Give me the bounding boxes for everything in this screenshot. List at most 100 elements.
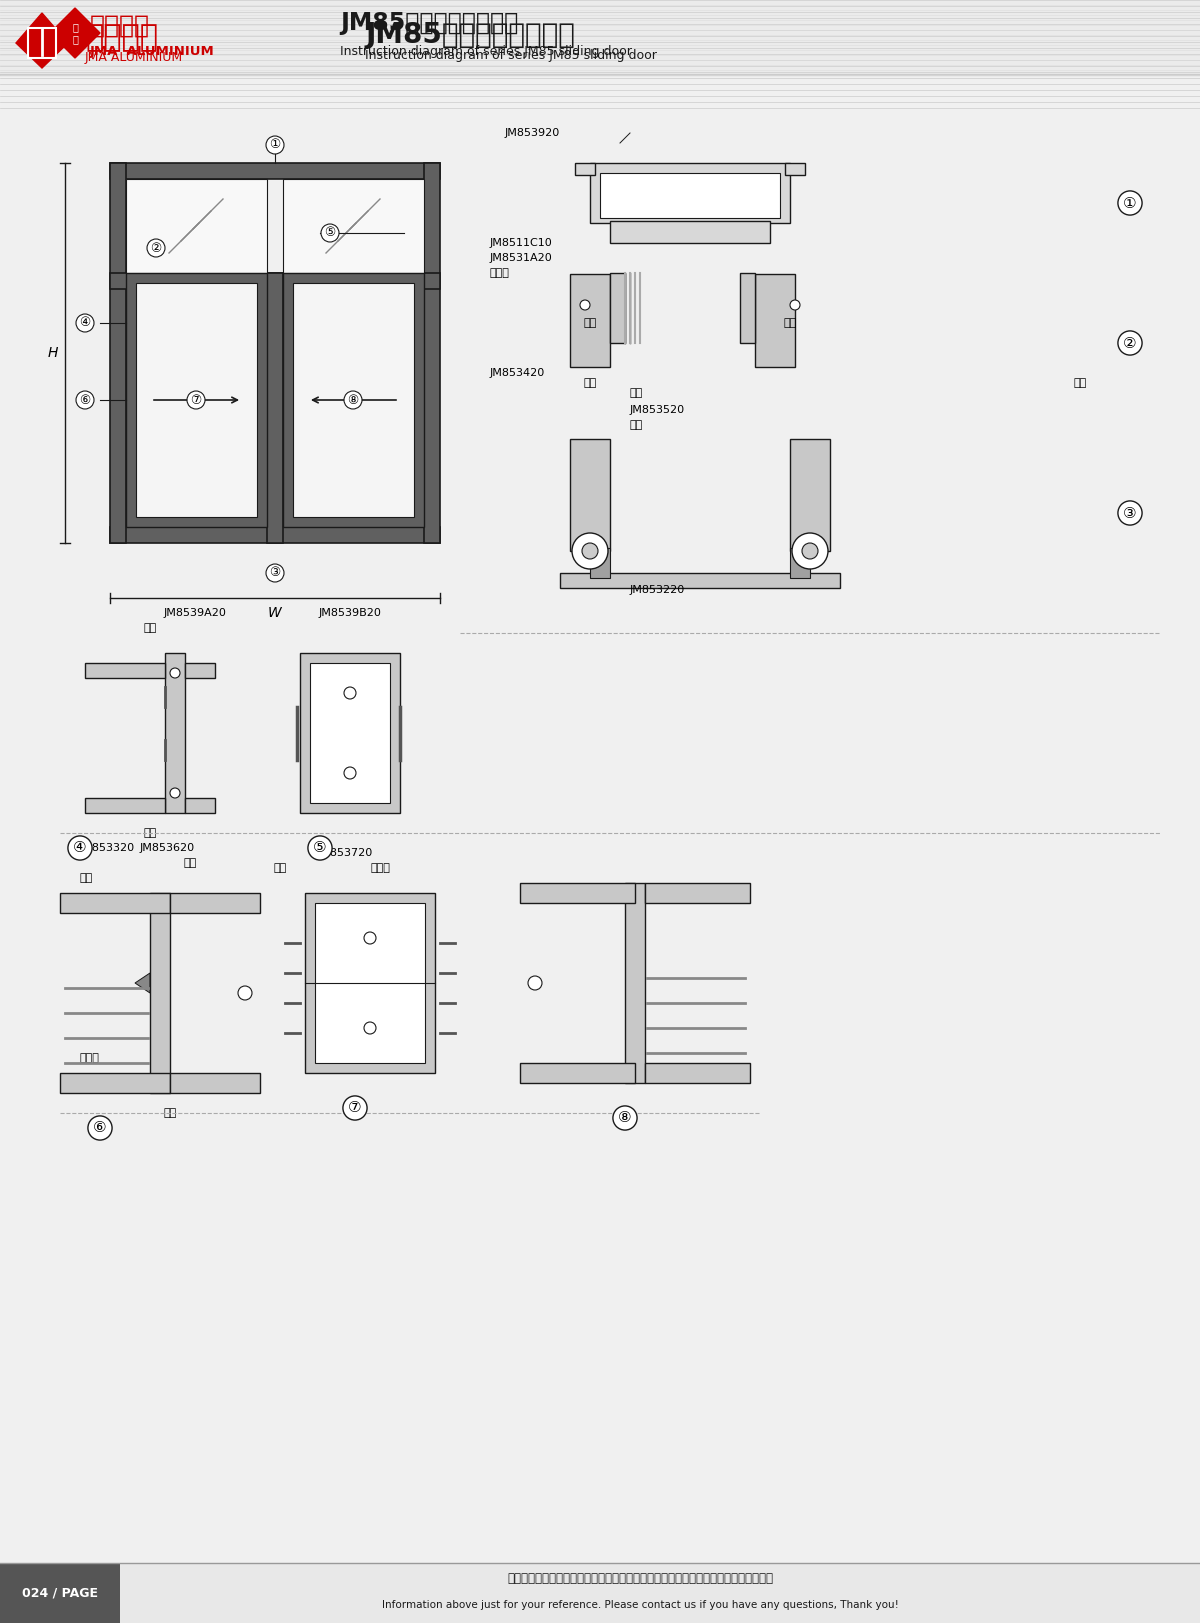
Bar: [150, 893, 170, 1092]
Text: JM85系列推拉门结构图: JM85系列推拉门结构图: [365, 21, 575, 49]
Bar: [185, 664, 215, 678]
Text: 室外: 室外: [163, 1109, 176, 1118]
Text: 坚
美: 坚 美: [72, 23, 78, 44]
Text: ⑤: ⑤: [324, 227, 336, 240]
Text: ⑥: ⑥: [94, 1120, 107, 1136]
Bar: [305, 893, 436, 1073]
Bar: [0, 1563, 120, 1623]
Bar: [560, 573, 840, 588]
Text: 毛条: 毛条: [274, 863, 287, 873]
Bar: [28, 28, 56, 58]
Text: JM853920: JM853920: [505, 128, 560, 138]
Text: JM853520: JM853520: [630, 406, 685, 415]
Bar: [790, 549, 810, 578]
Text: 室外: 室外: [1073, 378, 1087, 388]
Circle shape: [792, 532, 828, 570]
Text: JM853720: JM853720: [317, 847, 373, 859]
Circle shape: [802, 544, 818, 558]
Text: Instruction diagram of series JM85 sliding door: Instruction diagram of series JM85 slidi…: [340, 44, 632, 57]
Text: JM8539B20: JM8539B20: [318, 609, 382, 618]
Bar: [600, 174, 780, 217]
Bar: [110, 273, 440, 289]
Text: JM8531A20: JM8531A20: [490, 253, 553, 263]
Bar: [293, 282, 414, 518]
Text: W: W: [268, 605, 282, 620]
Circle shape: [528, 975, 542, 990]
Text: 室内: 室内: [184, 859, 197, 868]
Bar: [310, 664, 390, 803]
Circle shape: [582, 544, 598, 558]
Bar: [570, 274, 610, 367]
Text: JMA ALUMINIUM: JMA ALUMINIUM: [85, 52, 184, 65]
Bar: [170, 1073, 260, 1092]
Bar: [110, 527, 440, 544]
Bar: [790, 438, 830, 550]
Text: ①: ①: [1123, 195, 1136, 211]
Bar: [10, 10, 295, 65]
Text: ⑤: ⑤: [313, 841, 326, 855]
Polygon shape: [50, 8, 100, 58]
Bar: [570, 438, 610, 550]
Text: JM853320: JM853320: [80, 842, 136, 854]
Circle shape: [344, 687, 356, 700]
Bar: [60, 1073, 170, 1092]
Text: 024 / PAGE: 024 / PAGE: [22, 1587, 98, 1600]
Text: 玻璃: 玻璃: [80, 873, 94, 883]
Bar: [785, 162, 805, 175]
Text: ⑦: ⑦: [348, 1100, 362, 1115]
Text: 室外: 室外: [784, 318, 797, 328]
Circle shape: [170, 669, 180, 678]
Bar: [625, 883, 646, 1083]
Bar: [126, 179, 266, 273]
Text: 室内: 室内: [143, 623, 157, 633]
Bar: [0, 0, 1200, 75]
Text: JMA  ALUMINIUM: JMA ALUMINIUM: [90, 44, 215, 57]
Text: ⑦: ⑦: [191, 393, 202, 406]
Polygon shape: [16, 13, 68, 68]
Bar: [126, 273, 266, 527]
Bar: [520, 1063, 635, 1083]
Text: 防盗器: 防盗器: [490, 268, 510, 278]
Text: ④: ④: [73, 841, 86, 855]
Bar: [646, 883, 750, 902]
Text: JM8539A20: JM8539A20: [163, 609, 227, 618]
Bar: [314, 902, 425, 1063]
Circle shape: [790, 300, 800, 310]
Bar: [0, 1563, 1200, 1623]
Bar: [755, 274, 796, 367]
Bar: [520, 883, 635, 902]
Text: 室内: 室内: [583, 378, 596, 388]
Text: JM853420: JM853420: [490, 368, 545, 378]
Bar: [590, 549, 610, 578]
Bar: [136, 282, 257, 518]
Text: 玻璃胶: 玻璃胶: [80, 1053, 100, 1063]
Text: ③: ③: [269, 566, 281, 579]
Text: ⑧: ⑧: [347, 393, 359, 406]
Bar: [300, 652, 400, 813]
Text: 垫片: 垫片: [630, 388, 643, 398]
Text: ③: ③: [1123, 505, 1136, 521]
Text: JM85系列推拉门结构图: JM85系列推拉门结构图: [340, 11, 518, 36]
Text: JM853220: JM853220: [630, 584, 685, 596]
Text: ⑧: ⑧: [618, 1110, 632, 1125]
Bar: [610, 221, 770, 243]
Circle shape: [170, 789, 180, 799]
Text: 坚美铝业: 坚美铝业: [85, 23, 158, 52]
Bar: [185, 799, 215, 813]
Bar: [283, 273, 424, 527]
Text: H: H: [48, 346, 58, 360]
Circle shape: [344, 768, 356, 779]
Bar: [170, 893, 260, 914]
Bar: [590, 162, 790, 222]
Text: 室外: 室外: [143, 828, 157, 837]
Text: 坚美铝业: 坚美铝业: [90, 15, 150, 37]
Bar: [424, 162, 440, 544]
Circle shape: [364, 1022, 376, 1034]
Text: 条形锁: 条形锁: [370, 863, 390, 873]
Bar: [110, 162, 126, 544]
Bar: [85, 664, 166, 678]
Circle shape: [238, 987, 252, 1000]
Text: Information above just for your reference. Please contact us if you have any que: Information above just for your referenc…: [382, 1600, 899, 1610]
Bar: [110, 162, 440, 179]
Bar: [60, 893, 170, 914]
